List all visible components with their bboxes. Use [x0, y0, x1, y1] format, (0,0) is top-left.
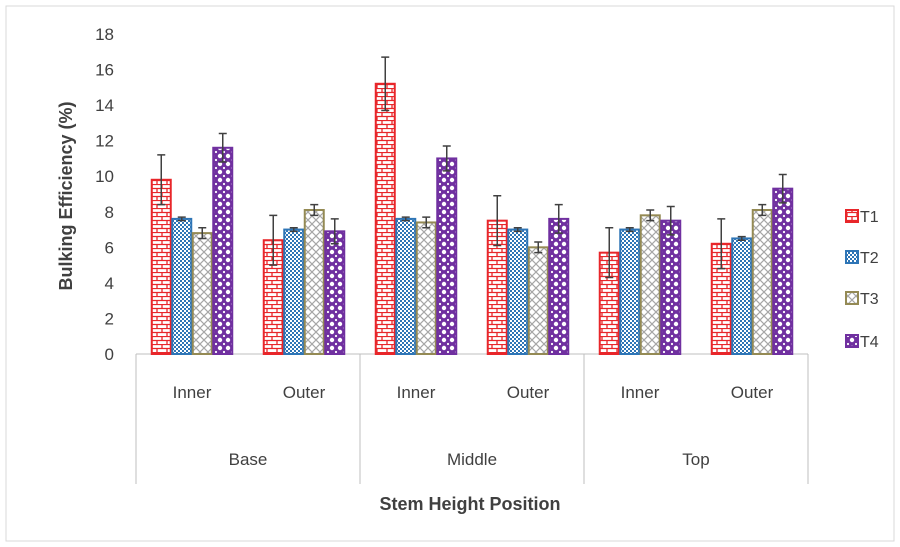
error-bar — [513, 227, 522, 233]
error-bar — [218, 132, 227, 163]
bar-t2 — [507, 228, 529, 355]
bar-t4 — [212, 146, 234, 355]
error-bar — [310, 203, 319, 217]
error-bar — [381, 56, 390, 112]
legend-swatch-t1 — [845, 209, 859, 223]
y-tick-label: 10 — [95, 167, 114, 186]
y-tick-label: 18 — [95, 25, 114, 44]
bar-t4 — [436, 157, 458, 355]
y-tick-label: 6 — [105, 238, 114, 257]
x-category-label: Inner — [621, 383, 660, 402]
x-category-label: Outer — [507, 383, 550, 402]
error-bar — [269, 214, 278, 266]
x-group-label: Top — [682, 450, 709, 469]
x-category-label: Outer — [731, 383, 774, 402]
bar-t4 — [772, 187, 794, 355]
legend-label-t3: T3 — [860, 291, 879, 308]
bar-t4 — [660, 219, 682, 355]
x-group-label: Middle — [447, 450, 497, 469]
x-category-label: Inner — [397, 383, 436, 402]
legend-swatch-t3 — [845, 291, 859, 305]
bar-t3 — [639, 214, 661, 355]
y-tick-label: 0 — [105, 345, 114, 364]
error-bar — [422, 216, 431, 229]
y-tick-label: 14 — [95, 96, 114, 115]
y-tick-label: 2 — [105, 309, 114, 328]
x-group-label: Base — [229, 450, 268, 469]
error-bar — [534, 241, 543, 254]
y-tick-label: 12 — [95, 132, 114, 151]
error-bar — [401, 216, 410, 222]
error-bar — [157, 154, 166, 206]
legend-label-t2: T2 — [860, 250, 879, 267]
bar-t1 — [150, 178, 172, 355]
bar-t3 — [751, 209, 773, 355]
error-bar — [289, 227, 298, 233]
bar-t4 — [548, 217, 570, 355]
error-bar — [625, 227, 634, 233]
x-category-label: Inner — [173, 383, 212, 402]
bar-t1 — [374, 82, 396, 356]
bar-t3 — [191, 232, 213, 355]
error-bar — [737, 235, 746, 241]
bar-t2 — [171, 217, 193, 355]
bar-t2 — [731, 237, 753, 355]
bar-t3 — [303, 209, 325, 355]
error-bar — [666, 205, 675, 236]
bar-t3 — [415, 221, 437, 355]
y-tick-label: 16 — [95, 61, 114, 80]
bar-t2 — [619, 228, 641, 355]
error-bar — [717, 218, 726, 270]
bar-t4 — [324, 230, 346, 355]
error-bar — [198, 227, 207, 240]
error-bar — [493, 195, 502, 247]
legend-label-t4: T4 — [860, 334, 879, 351]
error-bar — [330, 218, 339, 245]
error-bar — [605, 227, 614, 279]
bar-t2 — [395, 217, 417, 355]
error-bar — [177, 216, 186, 222]
error-bar — [442, 145, 451, 172]
error-bar — [646, 209, 655, 222]
bar-t3 — [527, 246, 549, 355]
legend-swatch-t2 — [845, 250, 859, 264]
x-axis-title: Stem Height Position — [379, 494, 560, 514]
error-bar — [778, 173, 787, 204]
y-tick-label: 4 — [105, 274, 114, 293]
x-category-label: Outer — [283, 383, 326, 402]
legend-label-t1: T1 — [860, 209, 879, 226]
bar-t2 — [283, 228, 305, 355]
legend-swatch-t4 — [845, 334, 859, 348]
error-bar — [758, 203, 767, 217]
error-bar — [554, 203, 563, 234]
y-tick-label: 8 — [105, 203, 114, 222]
y-axis-title: Bulking Efficiency (%) — [56, 101, 76, 290]
